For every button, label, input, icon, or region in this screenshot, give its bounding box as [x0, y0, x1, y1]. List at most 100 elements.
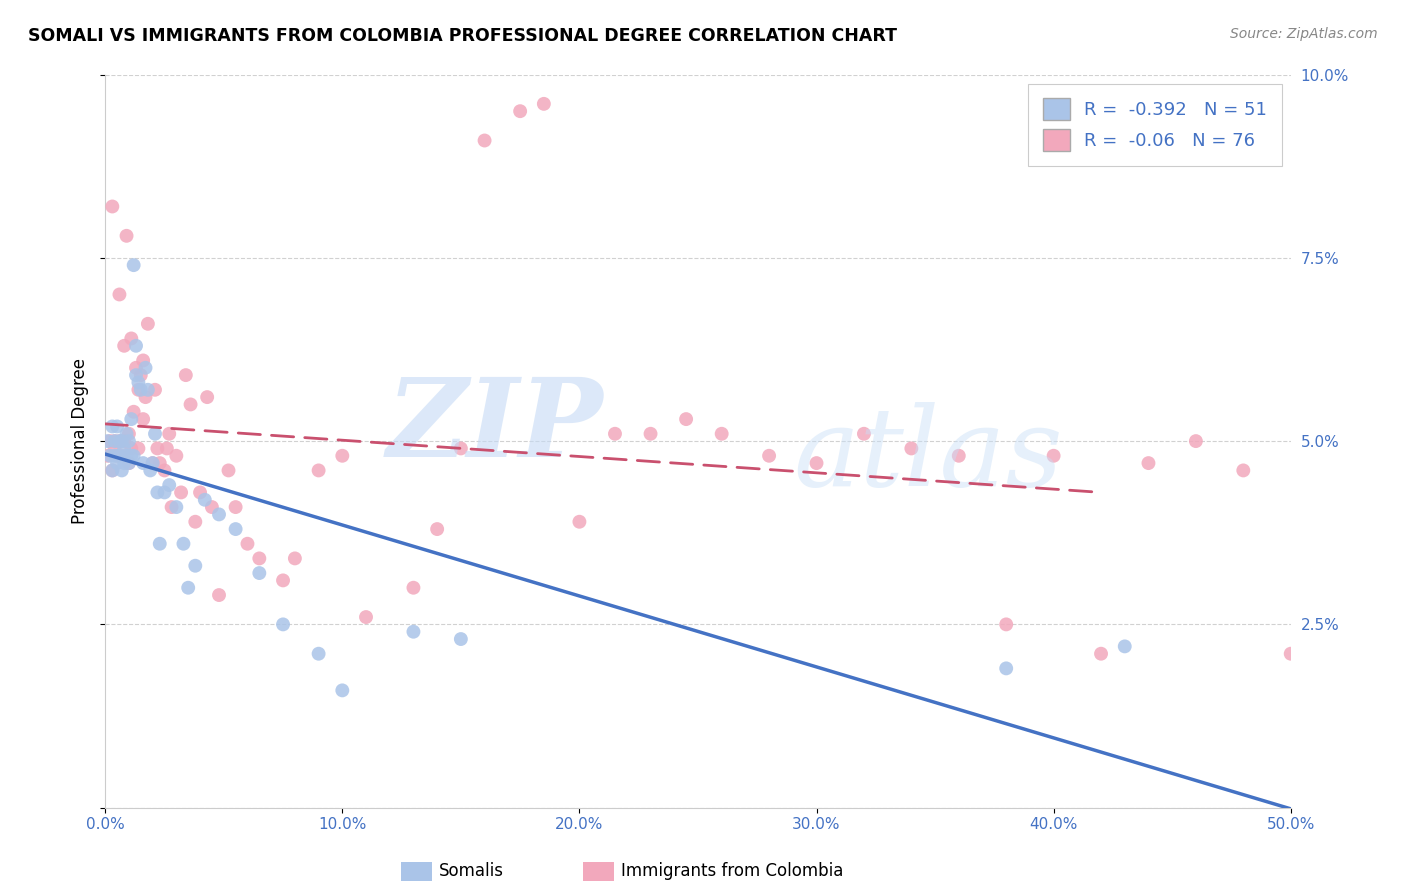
Point [115, 426, 138, 441]
Point [1042, 449, 1064, 463]
Point [97, 434, 120, 449]
Point [134, 390, 156, 404]
Point [105, 449, 128, 463]
Point [603, 426, 626, 441]
Point [149, 537, 172, 551]
Point [308, 463, 330, 477]
Point [184, 515, 207, 529]
Point [129, 383, 152, 397]
Point [105, 456, 128, 470]
Point [165, 449, 187, 463]
Point [127, 376, 149, 390]
Point [136, 317, 159, 331]
Point [247, 566, 270, 580]
Point [115, 228, 138, 243]
Point [132, 412, 155, 426]
Point [330, 683, 353, 698]
Point [127, 442, 149, 456]
Point [104, 434, 127, 449]
Point [330, 449, 353, 463]
Point [104, 434, 127, 449]
Point [115, 449, 138, 463]
Point [806, 456, 828, 470]
Point [112, 434, 135, 449]
Point [426, 522, 449, 536]
Point [450, 442, 472, 456]
Point [758, 449, 780, 463]
Point [104, 442, 127, 456]
Point [134, 360, 156, 375]
Point [108, 449, 131, 463]
Point [533, 96, 555, 111]
Point [195, 390, 218, 404]
Point [112, 339, 135, 353]
Point [1090, 647, 1112, 661]
Point [111, 463, 134, 477]
Point [146, 485, 169, 500]
Legend: R =  -0.392   N = 51, R =  -0.06   N = 76: R = -0.392 N = 51, R = -0.06 N = 76 [1028, 84, 1282, 166]
Point [112, 442, 135, 456]
Point [1279, 647, 1302, 661]
Point [710, 426, 733, 441]
Point [105, 419, 128, 434]
Point [194, 492, 217, 507]
Point [188, 485, 211, 500]
Point [104, 449, 127, 463]
Point [125, 368, 148, 383]
Point [247, 551, 270, 566]
Point [170, 485, 193, 500]
Point [157, 426, 180, 441]
Point [1137, 456, 1160, 470]
Point [1232, 463, 1254, 477]
Point [120, 449, 142, 463]
Point [108, 434, 131, 449]
Point [101, 463, 124, 477]
Point [120, 442, 142, 456]
Point [172, 537, 194, 551]
Point [122, 449, 145, 463]
Y-axis label: Professional Degree: Professional Degree [72, 358, 89, 524]
Point [101, 419, 124, 434]
Point [568, 515, 591, 529]
Point [122, 405, 145, 419]
Point [120, 331, 142, 345]
Point [111, 449, 134, 463]
Point [900, 442, 922, 456]
Point [180, 397, 202, 411]
Point [852, 426, 875, 441]
Text: Somalis: Somalis [439, 863, 503, 880]
Text: atlas: atlas [793, 402, 1063, 509]
Point [174, 368, 197, 383]
Point [153, 463, 176, 477]
Point [118, 456, 141, 470]
Text: Source: ZipAtlas.com: Source: ZipAtlas.com [1230, 27, 1378, 41]
Point [132, 456, 155, 470]
Point [271, 574, 294, 588]
Point [201, 500, 224, 514]
Point [111, 434, 134, 449]
Point [139, 463, 162, 477]
Point [1114, 640, 1136, 654]
Point [948, 449, 970, 463]
Point [101, 199, 124, 213]
Point [125, 339, 148, 353]
Point [143, 426, 166, 441]
Point [156, 442, 179, 456]
Point [450, 632, 472, 646]
Point [108, 287, 131, 301]
Point [98, 434, 121, 449]
Point [640, 426, 662, 441]
Point [118, 456, 141, 470]
Text: SOMALI VS IMMIGRANTS FROM COLOMBIA PROFESSIONAL DEGREE CORRELATION CHART: SOMALI VS IMMIGRANTS FROM COLOMBIA PROFE… [28, 27, 897, 45]
Text: ZIP: ZIP [387, 373, 603, 480]
Point [129, 368, 152, 383]
Point [271, 617, 294, 632]
Point [118, 426, 141, 441]
Point [165, 500, 187, 514]
Point [157, 478, 180, 492]
Point [995, 617, 1018, 632]
Point [108, 434, 131, 449]
Point [127, 383, 149, 397]
Point [284, 551, 307, 566]
Point [120, 412, 142, 426]
